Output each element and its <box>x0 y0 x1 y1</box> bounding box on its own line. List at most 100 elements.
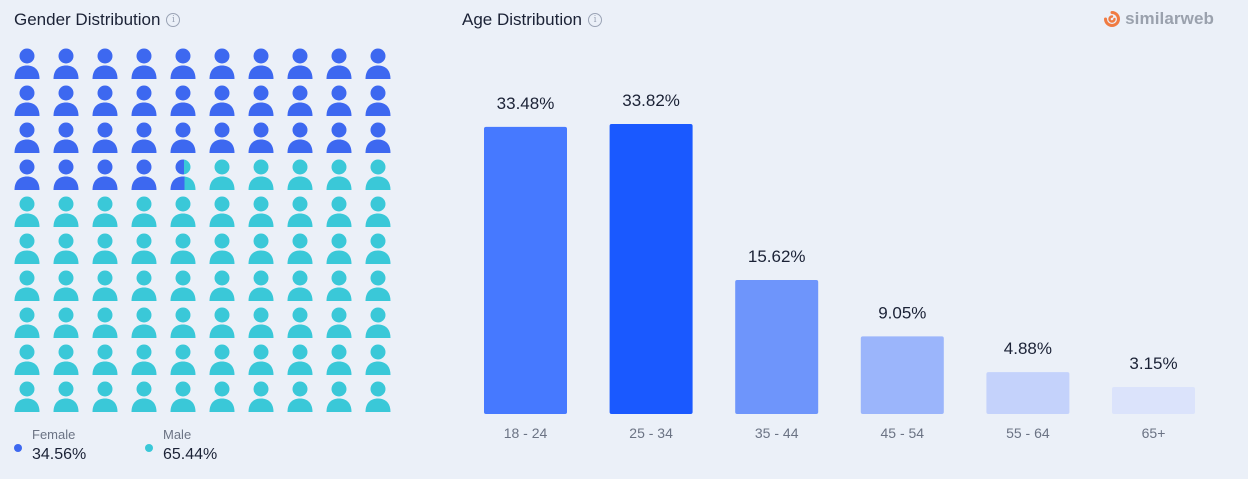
x-tick-label: 35 - 44 <box>755 425 799 441</box>
person-icon <box>326 48 352 79</box>
person-icon <box>326 270 352 301</box>
info-icon[interactable]: i <box>588 13 603 27</box>
legend-label-male: Male <box>163 427 192 442</box>
person-icon <box>53 344 79 375</box>
person-icon <box>170 122 196 153</box>
person-icon <box>53 159 79 190</box>
bar-45-54[interactable] <box>860 336 944 414</box>
person-icon <box>248 381 274 412</box>
person-icon <box>365 381 391 412</box>
person-icon <box>248 344 274 375</box>
bar-35-44[interactable] <box>735 280 819 414</box>
person-icon <box>209 344 235 375</box>
person-icon <box>170 196 196 227</box>
person-icon <box>326 381 352 412</box>
bar-25-34[interactable] <box>609 124 693 414</box>
gender-icon-grid <box>12 47 398 417</box>
person-icon <box>131 85 157 116</box>
person-icon <box>131 196 157 227</box>
person-icon <box>170 85 196 116</box>
person-icon <box>209 307 235 338</box>
person-icon <box>14 48 40 79</box>
legend-label-female: Female <box>32 427 76 442</box>
bar-value-label: 15.62% <box>748 247 806 266</box>
person-icon <box>287 196 313 227</box>
person-icon <box>131 344 157 375</box>
info-icon[interactable]: i <box>166 13 181 27</box>
person-icon <box>209 233 235 264</box>
person-icon <box>287 381 313 412</box>
similarweb-logo-icon <box>1104 11 1121 27</box>
person-icon <box>92 344 118 375</box>
person-icon <box>287 159 313 190</box>
person-icon <box>92 307 118 338</box>
bar-18-24[interactable] <box>484 126 567 414</box>
person-icon <box>248 159 274 190</box>
legend-value-female: 34.56% <box>32 446 87 463</box>
person-icon <box>14 381 40 412</box>
person-icon <box>170 344 196 375</box>
person-icon <box>14 159 40 190</box>
person-icon <box>14 85 40 116</box>
person-icon <box>170 233 196 264</box>
person-icon <box>209 85 235 116</box>
person-icon <box>326 122 352 153</box>
bar-value-label: 3.15% <box>1129 354 1177 373</box>
bar-value-label: 33.48% <box>497 94 555 113</box>
person-icon <box>365 196 391 227</box>
person-icon <box>14 307 40 338</box>
person-icon <box>326 196 352 227</box>
person-icon <box>209 48 235 79</box>
person-icon <box>287 307 313 338</box>
person-icon <box>248 270 274 301</box>
person-icon <box>131 159 157 190</box>
person-icon <box>53 48 79 79</box>
person-icon <box>170 48 196 79</box>
age-distribution-title: Age Distribution i <box>462 10 603 30</box>
person-icon <box>14 270 40 301</box>
person-icon <box>365 159 391 190</box>
gender-title-text: Gender Distribution <box>14 10 161 29</box>
x-tick-label: 65+ <box>1142 425 1166 441</box>
person-icon <box>92 233 118 264</box>
person-icon <box>326 85 352 116</box>
person-icon <box>248 196 274 227</box>
bar-55-64[interactable] <box>986 372 1070 414</box>
person-icon <box>92 196 118 227</box>
age-distribution-chart: 33.48% 18 - 24 33.82% 25 - 34 15.62% 35 - 44 9… <box>484 91 1195 441</box>
bar-65plus[interactable] <box>1112 386 1195 414</box>
person-icon <box>14 344 40 375</box>
person-icon <box>287 85 313 116</box>
person-icon <box>92 270 118 301</box>
x-tick-label: 25 - 34 <box>629 425 673 441</box>
person-icon <box>170 270 196 301</box>
person-icon <box>53 122 79 153</box>
person-icon <box>365 307 391 338</box>
person-icon <box>92 85 118 116</box>
person-icon <box>53 233 79 264</box>
person-icon <box>92 122 118 153</box>
person-icon <box>131 48 157 79</box>
person-icon <box>365 85 391 116</box>
person-icon <box>365 122 391 153</box>
person-icon <box>92 381 118 412</box>
person-icon <box>365 344 391 375</box>
x-tick-label: 55 - 64 <box>1006 425 1050 441</box>
person-icon <box>326 159 352 190</box>
person-icon <box>14 196 40 227</box>
bar-value-label: 9.05% <box>878 303 926 322</box>
bar-value-label: 4.88% <box>1004 339 1052 358</box>
x-tick-label: 45 - 54 <box>881 425 925 441</box>
person-icon <box>131 307 157 338</box>
person-icon <box>209 196 235 227</box>
similarweb-brand: similarweb <box>1104 9 1214 29</box>
age-title-text: Age Distribution <box>462 10 583 29</box>
person-icon <box>248 122 274 153</box>
person-icon <box>53 196 79 227</box>
gender-distribution-title: Gender Distribution i <box>14 10 181 30</box>
brand-name: similarweb <box>1125 9 1214 28</box>
person-icon <box>53 307 79 338</box>
bar-value-label: 33.82% <box>622 91 680 110</box>
person-icon <box>248 307 274 338</box>
person-icon <box>14 122 40 153</box>
